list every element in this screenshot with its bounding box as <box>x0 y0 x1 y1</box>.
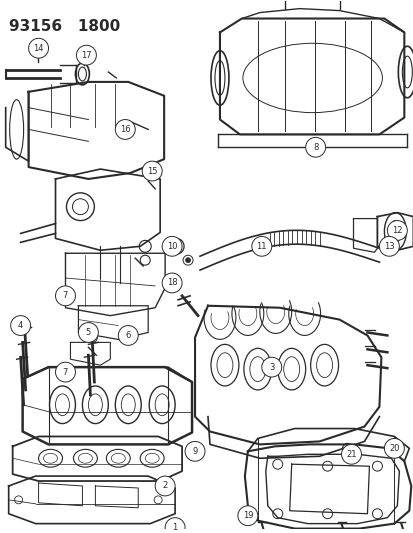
Circle shape <box>387 221 406 240</box>
Circle shape <box>115 119 135 139</box>
Circle shape <box>155 476 175 496</box>
Text: 7: 7 <box>63 292 68 300</box>
Text: 1: 1 <box>172 523 177 532</box>
Circle shape <box>165 518 185 533</box>
Circle shape <box>261 357 281 377</box>
Text: 17: 17 <box>81 51 92 60</box>
Text: 13: 13 <box>383 242 394 251</box>
Circle shape <box>118 326 138 345</box>
Text: 2: 2 <box>162 481 167 490</box>
Text: 8: 8 <box>312 143 318 152</box>
Text: 10: 10 <box>166 242 177 251</box>
Circle shape <box>344 446 349 451</box>
Circle shape <box>341 445 361 464</box>
Circle shape <box>172 243 180 251</box>
Circle shape <box>78 322 98 342</box>
Circle shape <box>55 286 75 306</box>
Text: 12: 12 <box>391 226 401 235</box>
Circle shape <box>237 506 257 526</box>
Circle shape <box>305 138 325 157</box>
Text: 11: 11 <box>256 242 266 251</box>
Text: 9: 9 <box>192 447 197 456</box>
Text: 14: 14 <box>33 44 44 53</box>
Circle shape <box>11 316 31 335</box>
Circle shape <box>76 45 96 65</box>
Text: 93156   1800: 93156 1800 <box>9 19 120 34</box>
Text: 19: 19 <box>242 511 252 520</box>
Text: 15: 15 <box>147 166 157 175</box>
Text: 6: 6 <box>125 331 131 340</box>
Text: 3: 3 <box>268 362 274 372</box>
Circle shape <box>384 439 404 458</box>
Circle shape <box>142 161 162 181</box>
Text: 16: 16 <box>120 125 130 134</box>
Circle shape <box>251 237 271 256</box>
Text: 5: 5 <box>85 328 91 337</box>
Circle shape <box>162 273 182 293</box>
Text: 4: 4 <box>18 321 23 330</box>
Circle shape <box>28 38 48 58</box>
Text: 20: 20 <box>388 444 399 453</box>
Text: 21: 21 <box>345 450 356 459</box>
Circle shape <box>185 257 190 263</box>
Circle shape <box>162 237 182 256</box>
Circle shape <box>378 237 399 256</box>
Text: 7: 7 <box>63 368 68 377</box>
Text: 18: 18 <box>166 278 177 287</box>
Circle shape <box>185 441 204 461</box>
Circle shape <box>55 362 75 382</box>
